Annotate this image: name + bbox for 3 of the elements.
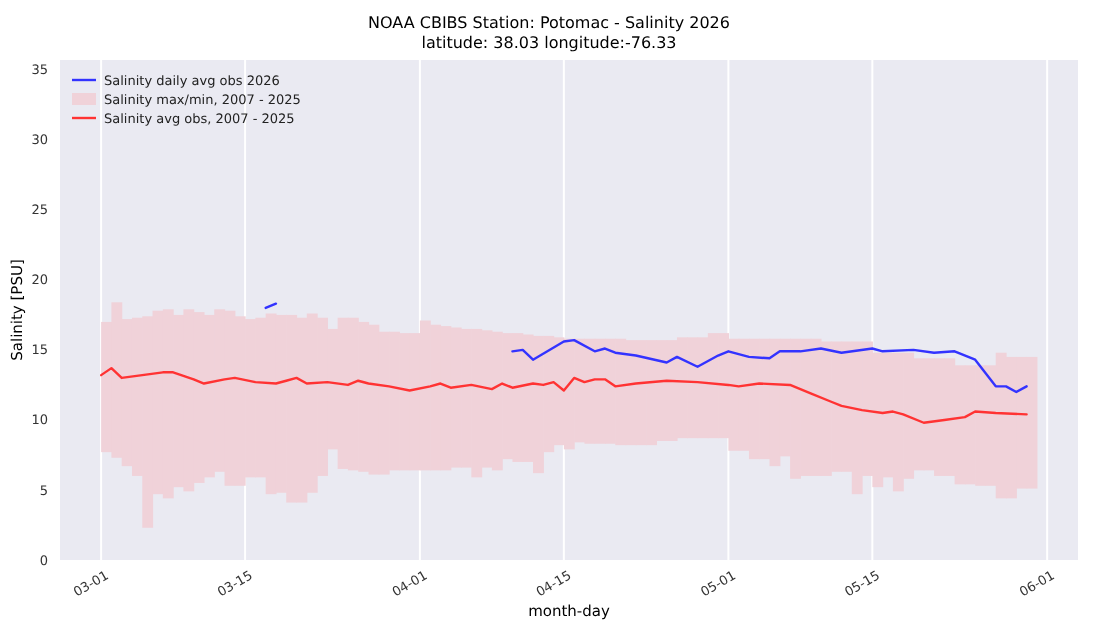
chart-subtitle: latitude: 38.03 longitude:-76.33 [421, 34, 677, 52]
chart-title: NOAA CBIBS Station: Potomac - Salinity 2026 [368, 14, 730, 32]
line-series [99, 366, 1028, 424]
